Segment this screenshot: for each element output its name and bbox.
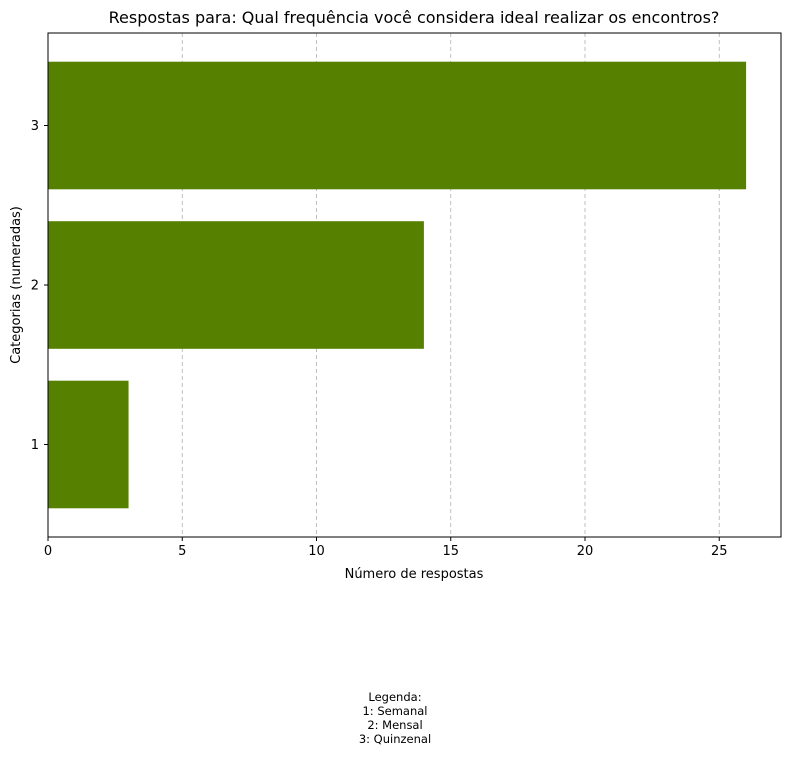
y-tick-label-3: 3: [31, 119, 39, 134]
y-axis-label: Categorias (numeradas): [9, 206, 24, 364]
bar-category-1: [48, 380, 129, 509]
x-tick-label-10: 10: [308, 544, 325, 559]
x-tick-label-5: 5: [178, 544, 186, 559]
x-tick-label-0: 0: [44, 544, 52, 559]
legend-entry-3: 3: Quinzenal: [358, 732, 432, 746]
legend-entry-1: 1: Semanal: [362, 704, 428, 718]
y-tick-label-2: 2: [31, 279, 39, 294]
legend-title: Legenda:: [368, 690, 422, 704]
x-axis-label: Número de respostas: [345, 567, 484, 582]
legend-entry-2: 2: Mensal: [367, 718, 423, 732]
bar-category-2: [48, 221, 424, 349]
x-tick-label-25: 25: [711, 544, 728, 559]
x-tick-label-15: 15: [442, 544, 459, 559]
legend-box: Legenda: 1: Semanal 2: Mensal 3: Quinzen…: [0, 690, 790, 746]
x-tick-label-20: 20: [577, 544, 594, 559]
y-axis-ticks: 1 2 3: [31, 119, 48, 453]
x-axis-ticks: 0 5 10 15 20 25: [44, 537, 728, 559]
bar-chart: Respostas para: Qual frequência você con…: [9, 8, 782, 582]
y-tick-label-1: 1: [31, 438, 39, 453]
bars-group: [48, 61, 747, 509]
chart-title: Respostas para: Qual frequência você con…: [109, 8, 720, 27]
bar-category-3: [48, 61, 747, 190]
